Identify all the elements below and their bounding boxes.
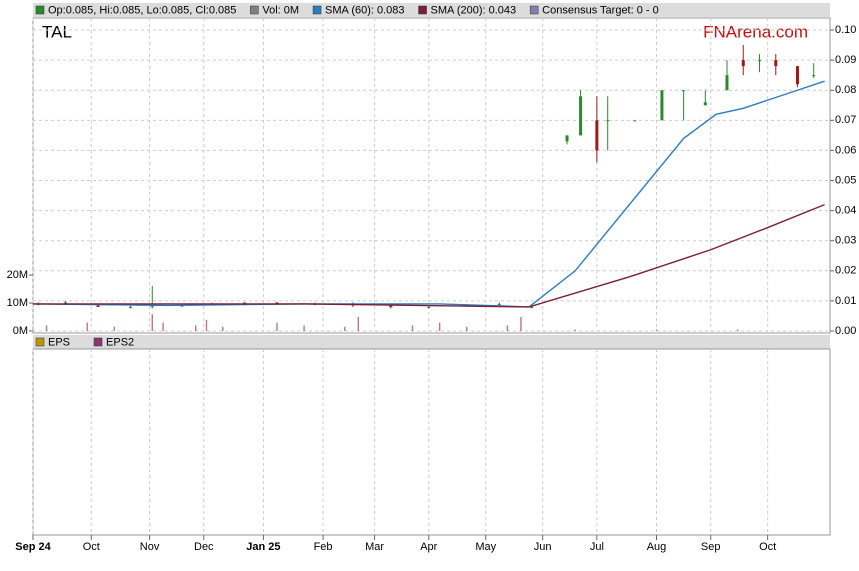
volume-bar xyxy=(574,329,576,331)
legend-label: EPS xyxy=(48,336,70,348)
candle-body xyxy=(242,302,246,304)
y2-tick-label: 20M xyxy=(7,269,28,281)
candle-body xyxy=(774,60,778,67)
candle-body xyxy=(96,305,100,307)
y-tick-label: 0.04 xyxy=(835,205,856,217)
y-tick-label: 0.07 xyxy=(835,114,856,126)
x-tick-label: May xyxy=(475,541,496,553)
candle-body xyxy=(758,60,762,62)
volume-bar xyxy=(520,317,522,331)
legend-swatch xyxy=(250,5,259,15)
y-tick-label: 0.01 xyxy=(835,295,856,307)
legend-label: Vol: 0M xyxy=(262,4,299,16)
y2-tick-label: 0M xyxy=(13,325,28,337)
x-tick-label: Oct xyxy=(759,541,776,553)
x-tick-label: Dec xyxy=(194,541,214,553)
candle-body xyxy=(129,306,133,308)
y-tick-label: 0.06 xyxy=(835,144,856,156)
x-tick-label: Nov xyxy=(140,541,160,553)
volume-bar xyxy=(438,322,441,331)
legend-swatch xyxy=(418,5,427,15)
sma-line xyxy=(33,203,825,308)
candle-body xyxy=(150,305,154,307)
candle-body xyxy=(741,60,745,67)
eps-panel xyxy=(32,348,831,536)
legend-bar xyxy=(33,3,830,17)
watermark: FNArena.com xyxy=(703,22,808,41)
candle-body xyxy=(682,90,686,92)
candle-body xyxy=(64,302,68,304)
y-tick-label: 0.03 xyxy=(835,235,856,247)
y-tick-label: 0.08 xyxy=(835,84,856,96)
volume-bar xyxy=(113,326,116,331)
candle-body xyxy=(660,90,664,121)
x-tick-label: Jan 25 xyxy=(246,541,280,553)
candle-body xyxy=(389,305,393,307)
candle-body xyxy=(795,66,799,85)
volume-bar xyxy=(506,325,509,331)
volume-bar xyxy=(205,319,208,331)
volume-bar xyxy=(411,325,414,331)
ticker: TAL xyxy=(42,22,72,41)
legend-label: SMA (200): 0.043 xyxy=(431,4,517,16)
y-tick-label: 0.09 xyxy=(835,54,856,66)
x-tick-label: Jun xyxy=(534,541,552,553)
legend-label: Consensus Target: 0 - 0 xyxy=(542,4,659,16)
volume-bar xyxy=(344,326,346,331)
x-tick-label: Sep xyxy=(701,541,721,553)
x-tick-label: Aug xyxy=(647,541,667,553)
y-tick-label: 0.10 xyxy=(835,24,856,36)
candle-body xyxy=(530,306,534,308)
candle-body xyxy=(579,96,583,136)
volume-bar xyxy=(194,325,197,331)
candle-body xyxy=(275,302,279,304)
x-tick-label: Apr xyxy=(420,541,437,553)
volume-bar xyxy=(222,326,224,331)
candle-body xyxy=(606,120,610,122)
legend-swatch xyxy=(312,5,322,15)
y2-tick-label: 10M xyxy=(7,297,28,309)
candle-body xyxy=(565,135,569,142)
candle-body xyxy=(595,120,599,151)
candle-body xyxy=(703,102,707,106)
legend-swatch xyxy=(35,5,45,15)
legend-swatch xyxy=(35,337,45,347)
volume-bar xyxy=(45,325,48,331)
volume-bar xyxy=(655,329,658,331)
volume-bar xyxy=(151,314,153,331)
y-tick-label: 0.02 xyxy=(835,265,856,277)
x-tick-label: Oct xyxy=(83,541,100,553)
x-tick-label: Sep 24 xyxy=(15,541,51,553)
candle-body xyxy=(497,303,501,305)
legend-swatch xyxy=(529,5,539,15)
volume-bar xyxy=(162,322,164,331)
volume-bar xyxy=(303,325,305,331)
volume-bar xyxy=(86,322,88,331)
y-tick-label: 0.05 xyxy=(835,174,856,186)
volume-bar xyxy=(466,326,468,331)
x-tick-label: Mar xyxy=(365,541,384,553)
lower-legend-bar xyxy=(33,335,830,349)
y-tick-label: 0.00 xyxy=(835,325,856,337)
legend-swatch xyxy=(93,337,103,347)
legend-label: Op:0.085, Hi:0.085, Lo:0.085, Cl:0.085 xyxy=(48,4,236,16)
candle-body xyxy=(812,75,816,77)
candle-body xyxy=(725,75,729,91)
x-tick-label: Feb xyxy=(314,541,333,553)
legend-label: EPS2 xyxy=(106,336,134,348)
volume-bar xyxy=(357,317,360,331)
volume-bar xyxy=(737,329,739,331)
volume-bar xyxy=(276,322,278,331)
price-panel xyxy=(32,17,831,334)
legend-label: SMA (60): 0.083 xyxy=(325,4,405,16)
candle-body xyxy=(633,120,637,122)
x-tick-label: Jul xyxy=(590,541,604,553)
candle-body xyxy=(427,306,431,308)
